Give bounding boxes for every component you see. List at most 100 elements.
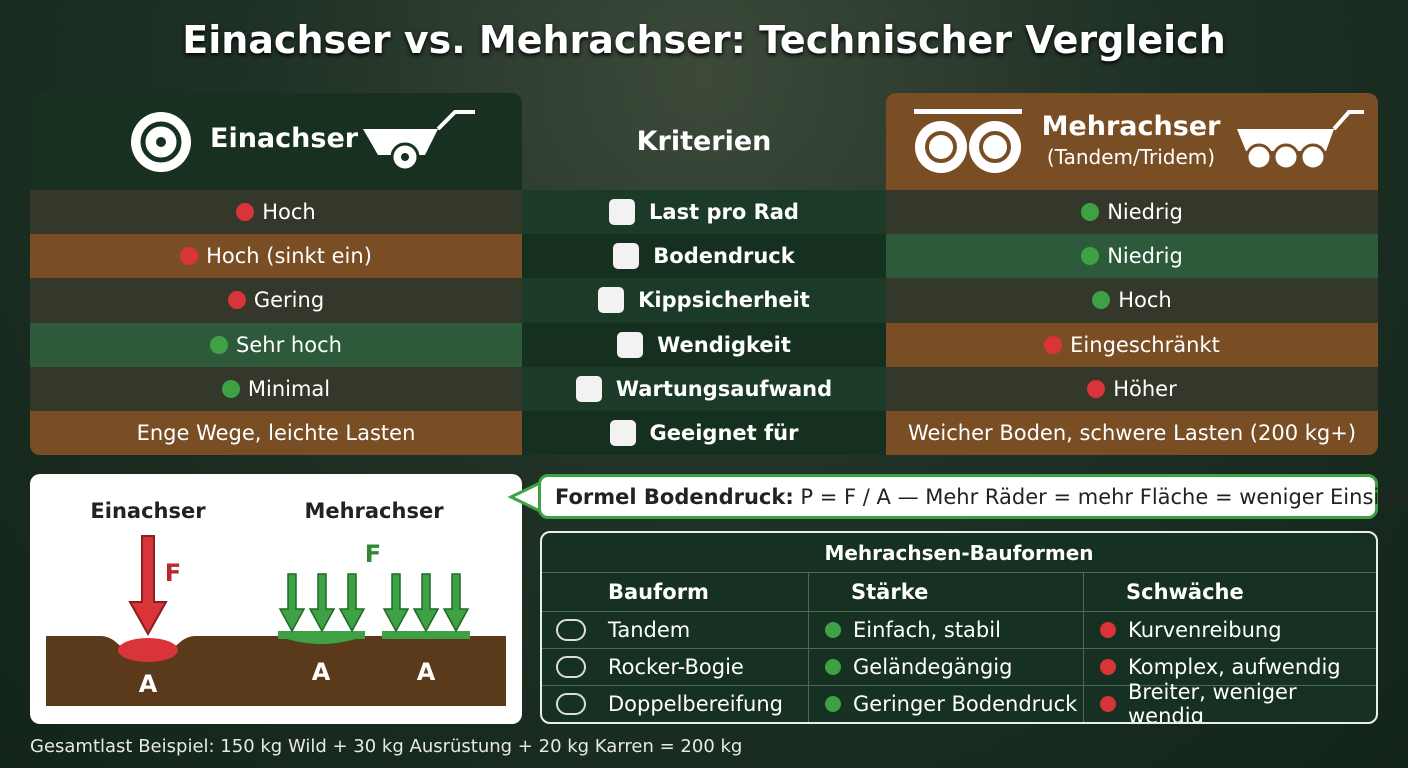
criterion-cell: Geeignet für [522, 411, 886, 456]
table-header: Schwäche [1083, 573, 1376, 611]
table-value: Komplex, aufwendig [1128, 655, 1341, 679]
left-cell: Sehr hoch [30, 322, 522, 367]
left-value: Sehr hoch [236, 332, 342, 357]
table-value: Breiter, weniger wendig [1128, 680, 1297, 724]
title: Einachser vs. Mehrachser: Technischer Ve… [182, 18, 1226, 62]
right-cell: Niedrig [886, 190, 1378, 235]
status-dot [825, 659, 841, 675]
status-dot [825, 696, 841, 712]
area-label: A [139, 670, 158, 698]
status-dot [221, 379, 240, 398]
right-cell: Höher [886, 366, 1378, 411]
table-value: Geringer Bodendruck [853, 692, 1078, 716]
left-header: Einachser [210, 123, 359, 154]
left-value: Enge Wege, leichte Lasten [136, 421, 416, 446]
table-title: Mehrachsen-Bauformen [542, 533, 1376, 573]
table-value: Rocker-Bogie [608, 655, 744, 679]
criterion-icon [613, 243, 640, 270]
formula-label: Formel Bodendruck: [555, 484, 794, 509]
area-label: A [417, 658, 436, 686]
criterion-cell: Bodendruck [522, 234, 886, 279]
status-dot [236, 203, 255, 222]
table-cell: Rocker-Bogie [542, 648, 808, 685]
status-dot [227, 291, 246, 310]
status-dot [1081, 203, 1100, 222]
left-value: Minimal [247, 376, 331, 401]
left-cell: Enge Wege, leichte Lasten [30, 411, 522, 456]
table-value: Kurvenreibung [1128, 618, 1282, 642]
criterion: Geeignet für [649, 421, 799, 446]
right-header-panel: Mehrachser (Tandem/Tridem) [886, 93, 1378, 190]
criterion-cell: Kippsicherheit [522, 278, 886, 323]
type-icon [556, 656, 586, 678]
left-value: Gering [253, 288, 325, 313]
table-value: Geländegängig [853, 655, 1013, 679]
right-value: Niedrig [1107, 244, 1183, 269]
criterion: Kippsicherheit [638, 288, 810, 313]
criterion-icon [575, 375, 602, 402]
left-cell: Minimal [30, 366, 522, 411]
force-label: F [165, 559, 181, 587]
right-header: Mehrachser [1041, 111, 1221, 142]
left-value: Hoch (sinkt ein) [206, 244, 372, 269]
left-value: Hoch [262, 200, 316, 225]
criterion: Bodendruck [653, 244, 795, 269]
right-value: Niedrig [1107, 200, 1183, 225]
right-cell: Niedrig [886, 234, 1378, 279]
right-cell: Weicher Boden, schwere Lasten (200 kg+) [886, 411, 1378, 456]
pressure-diagram: Einachser Mehrachser F F A A A [46, 499, 506, 706]
right-value: Weicher Boden, schwere Lasten (200 kg+) [907, 421, 1357, 446]
table-cell: Einfach, stabil [808, 611, 1083, 648]
type-icon [556, 693, 586, 715]
center-header: Kriterien [636, 126, 772, 157]
table-header: Bauform [608, 580, 709, 604]
footer: Gesamtlast Beispiel: 150 kg Wild + 30 kg… [30, 736, 743, 757]
status-dot [1092, 291, 1111, 310]
table-header: Stärke [808, 573, 1083, 611]
criterion-icon [598, 287, 625, 314]
table-value: Tandem [608, 618, 691, 642]
status-dot [1044, 335, 1063, 354]
status-dot [1081, 247, 1100, 266]
table-cell: Doppelbereifung [542, 685, 808, 722]
criterion: Last pro Rad [649, 200, 799, 225]
right-subheader: (Tandem/Tridem) [1046, 145, 1216, 169]
status-dot [1087, 379, 1106, 398]
status-dot [1100, 696, 1116, 712]
criterion-cell: Last pro Rad [522, 190, 886, 235]
left-cell: Hoch (sinkt ein) [30, 234, 522, 279]
left-header-panel: Einachser [30, 93, 522, 190]
trailer-icon [1237, 110, 1364, 171]
right-value: Eingeschränkt [1070, 332, 1220, 357]
wheel-icon [131, 112, 191, 172]
force-label: F [365, 540, 381, 568]
criterion-icon [609, 199, 636, 226]
criterion: Wartungsaufwand [615, 376, 833, 401]
table-cell: Geländegängig [808, 648, 1083, 685]
tandem-icon [914, 109, 1022, 173]
diagram-panel: Einachser Mehrachser F F A A A [30, 474, 522, 724]
left-cell: Hoch [30, 190, 522, 235]
formula-box: Formel Bodendruck: P = F / A — Mehr Räde… [538, 474, 1408, 519]
table-cell: Tandem [542, 611, 808, 648]
diagram-label: Einachser [90, 499, 206, 523]
criterion: Wendigkeit [657, 332, 791, 357]
right-value: Höher [1113, 376, 1177, 401]
table-cell: Komplex, aufwendig [1083, 648, 1376, 685]
table-value: Doppelbereifung [608, 692, 783, 716]
right-value: Hoch [1118, 288, 1172, 313]
criterion-cell: Wendigkeit [522, 322, 886, 367]
criterion-cell: Wartungsaufwand [522, 366, 886, 411]
criterion-icon [609, 420, 636, 447]
left-cell: Gering [30, 278, 522, 323]
type-icon [556, 619, 586, 641]
criterion-icon [617, 331, 644, 358]
right-cell: Hoch [886, 278, 1378, 323]
status-dot [1100, 622, 1116, 638]
status-dot [180, 247, 199, 266]
right-cell: Eingeschränkt [886, 322, 1378, 367]
status-dot [825, 622, 841, 638]
table-cell: Kurvenreibung [1083, 611, 1376, 648]
area-label: A [312, 658, 331, 686]
